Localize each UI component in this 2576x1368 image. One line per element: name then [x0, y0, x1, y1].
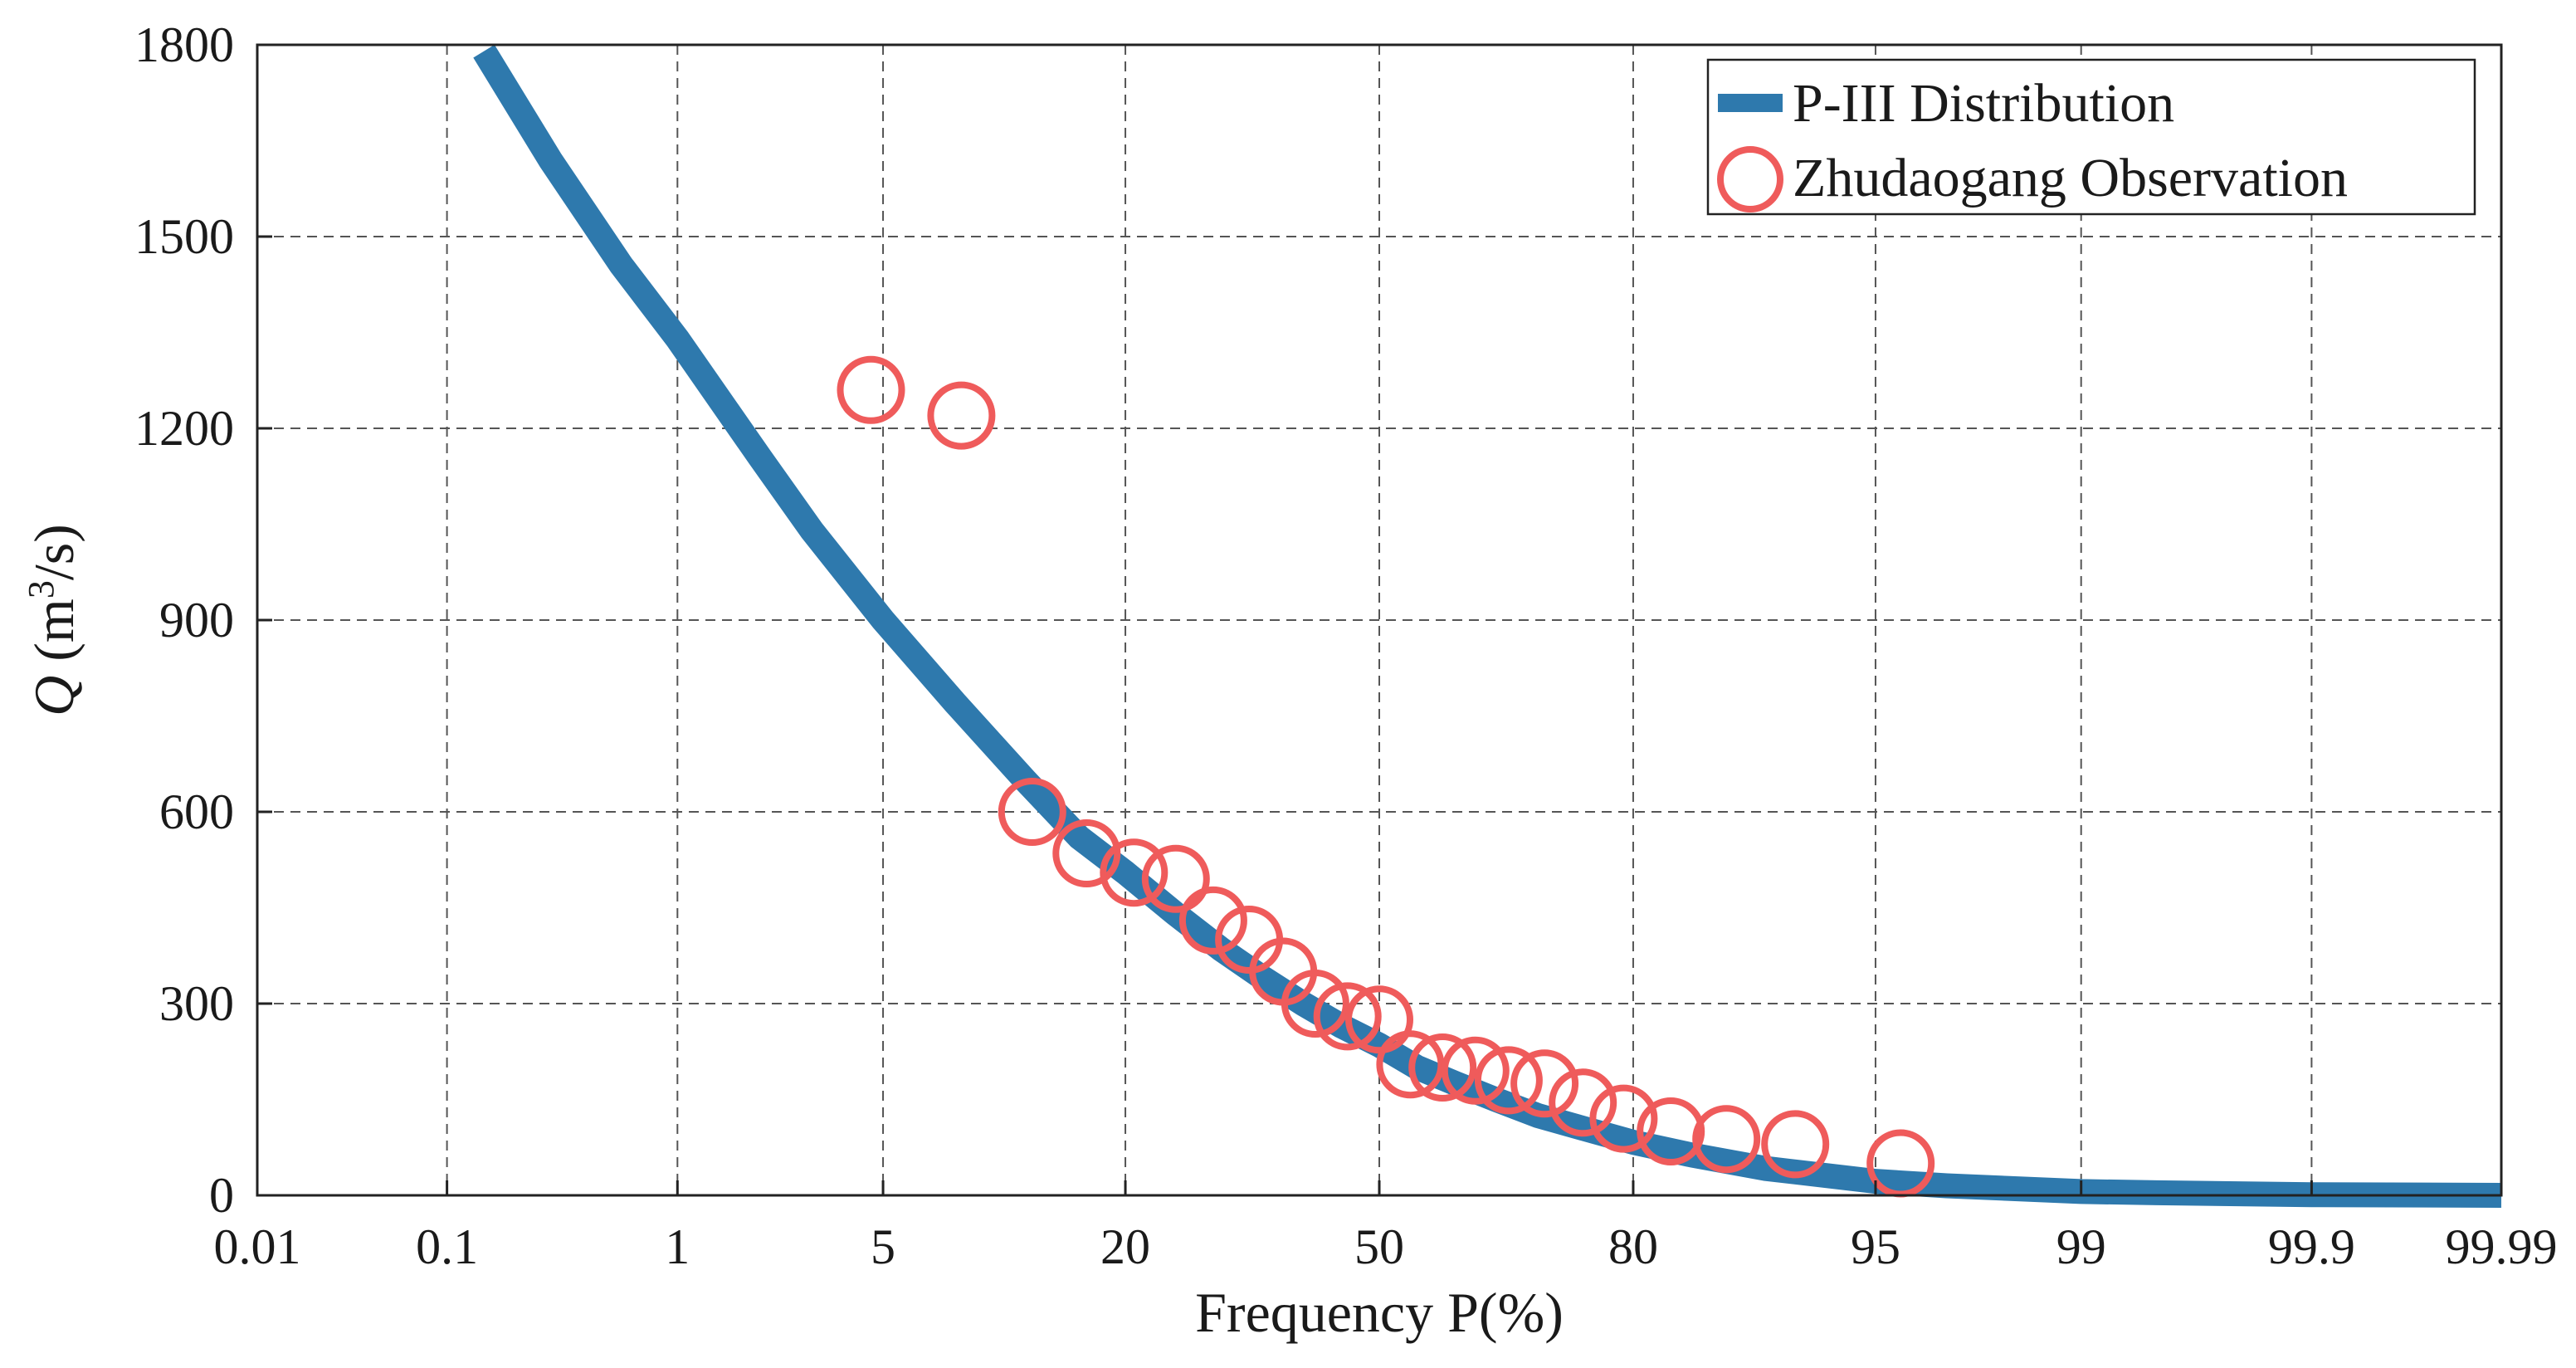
grid	[257, 45, 2501, 1195]
y-axis-title: Q (m3/s)	[21, 524, 85, 716]
x-tick-label: 0.1	[416, 1219, 478, 1274]
legend-marker-swatch	[1717, 146, 1783, 213]
x-tick-label: 99.9	[2268, 1219, 2355, 1274]
observation-point	[1100, 838, 1168, 907]
observation-point	[1441, 1036, 1510, 1105]
observation-point	[1474, 1046, 1543, 1115]
observation-points-group	[837, 355, 1935, 1198]
observation-point	[1345, 985, 1413, 1054]
x-tick-label: 20	[1100, 1219, 1150, 1274]
legend: P-III Distribution Zhudaogang Observatio…	[1706, 58, 2476, 216]
observation-point	[1692, 1105, 1761, 1174]
x-tick-label: 0.01	[214, 1219, 301, 1274]
y-tick-label: 1200	[134, 401, 234, 456]
observation-point	[1549, 1068, 1617, 1137]
y-axis-symbol: Q	[22, 676, 85, 716]
legend-box	[1706, 58, 2476, 216]
x-tick-label: 99	[2056, 1219, 2106, 1274]
y-tick-label: 1500	[134, 209, 234, 264]
x-tick-label: 5	[871, 1219, 895, 1274]
y-axis-unit-prefix: (m	[22, 598, 85, 676]
observation-point	[1589, 1084, 1658, 1153]
observation-point	[1376, 1030, 1445, 1099]
observation-point	[837, 355, 905, 424]
y-tick-label: 0	[209, 1168, 234, 1223]
y-tick-label: 300	[159, 976, 234, 1031]
y-axis-unit-suffix: /s)	[22, 524, 85, 580]
observation-point	[1141, 844, 1210, 913]
observation-point	[1637, 1097, 1705, 1165]
x-tick-label: 95	[1851, 1219, 1900, 1274]
x-tick-label: 80	[1608, 1219, 1658, 1274]
x-tick-label: 50	[1354, 1219, 1404, 1274]
x-tick-label: 99.99	[2446, 1219, 2558, 1274]
y-tick-labels: 0 300 600 900 1200 1500 1800	[134, 17, 272, 1223]
y-tick-label: 1800	[134, 17, 234, 72]
observation-point	[1408, 1033, 1477, 1102]
observation-point	[1761, 1110, 1830, 1179]
legend-label-p-iii: P-III Distribution	[1793, 73, 2174, 134]
observation-point	[998, 778, 1066, 846]
observation-point	[1052, 819, 1121, 887]
y-tick-label: 900	[159, 593, 234, 647]
legend-label-observation: Zhudaogang Observation	[1793, 148, 2348, 208]
observation-point	[1313, 982, 1382, 1051]
observation-point	[1178, 886, 1247, 955]
y-tick-label: 600	[159, 784, 234, 839]
x-tick-label: 1	[665, 1219, 690, 1274]
y-axis-unit-sup: 3	[21, 580, 61, 598]
observation-point	[1281, 970, 1349, 1038]
observation-point	[927, 381, 996, 450]
x-axis-title: Frequency P(%)	[1195, 1281, 1564, 1344]
x-tick-labels: 0.01 0.1 1 5 20 50 80 95 99 99.9 99.99	[214, 1180, 2558, 1274]
observation-point	[1510, 1049, 1579, 1118]
